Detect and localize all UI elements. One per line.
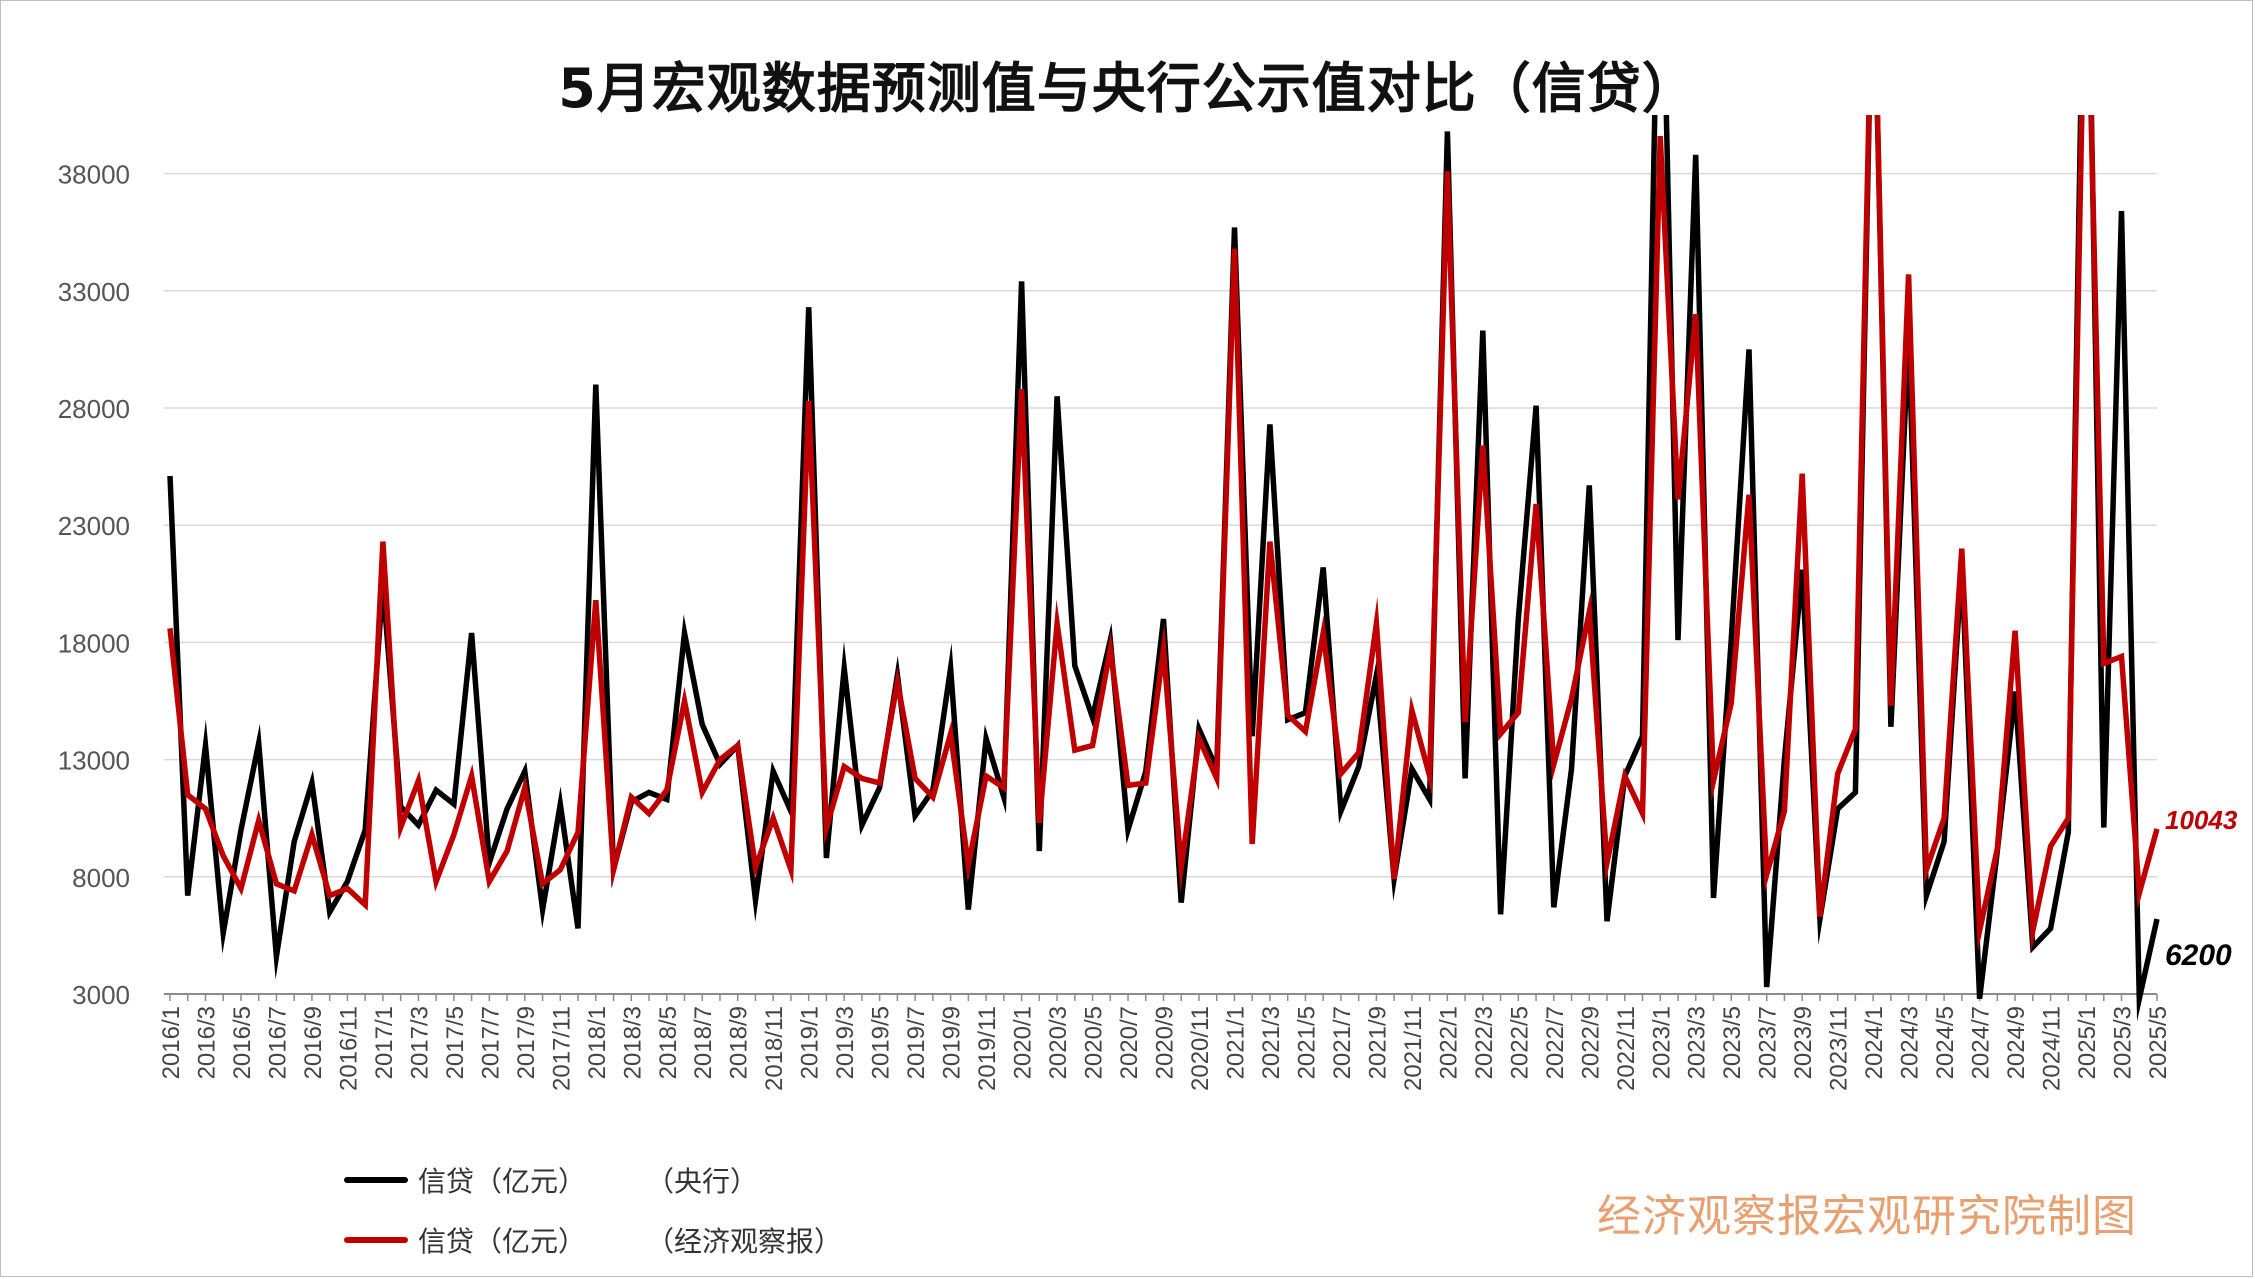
x-tick-label: 2021/5 — [1293, 1006, 1320, 1079]
x-tick-label: 2018/7 — [690, 1006, 717, 1079]
x-tick-label: 2021/1 — [1222, 1006, 1249, 1079]
end-label-eeo: 10043 — [2165, 805, 2238, 835]
x-tick-label: 2020/3 — [1045, 1006, 1072, 1079]
x-tick-label: 2025/3 — [2110, 1006, 2137, 1079]
x-tick-label: 2022/7 — [1542, 1006, 1569, 1079]
x-tick-label: 2016/9 — [300, 1006, 327, 1079]
x-tick-label: 2022/11 — [1613, 1006, 1640, 1091]
x-tick-label: 2019/3 — [832, 1006, 859, 1079]
x-tick-label: 2024/1 — [1861, 1006, 1888, 1079]
x-tick-label: 2017/5 — [442, 1006, 469, 1079]
x-tick-label: 2022/3 — [1471, 1006, 1498, 1079]
x-tick-label: 2021/11 — [1400, 1006, 1427, 1091]
x-tick-label: 2023/1 — [1648, 1006, 1675, 1079]
x-tick-label: 2025/5 — [2145, 1006, 2172, 1079]
x-tick-label: 2024/11 — [2039, 1006, 2066, 1091]
legend-source: （经济观察报） — [646, 1225, 843, 1258]
x-tick-label: 2024/5 — [1932, 1006, 1959, 1079]
x-tick-label: 2018/3 — [619, 1006, 646, 1079]
end-label-central-bank: 6200 — [2165, 939, 2232, 972]
x-tick-label: 2021/3 — [1258, 1006, 1285, 1079]
x-tick-label: 2018/1 — [584, 1006, 611, 1079]
x-tick-label: 2023/3 — [1684, 1006, 1711, 1079]
x-tick-label: 2023/9 — [1790, 1006, 1817, 1079]
x-tick-label: 2019/1 — [797, 1006, 824, 1079]
x-tick-label: 2023/7 — [1755, 1006, 1782, 1079]
x-tick-label: 2018/11 — [761, 1006, 788, 1091]
x-tick-label: 2016/5 — [229, 1006, 256, 1079]
x-tick-label: 2023/11 — [1826, 1006, 1853, 1091]
x-tick-label: 2016/7 — [264, 1006, 291, 1079]
x-tick-label: 2017/9 — [513, 1006, 540, 1079]
x-tick-label: 2019/11 — [974, 1006, 1001, 1091]
legend-source: （央行） — [646, 1165, 759, 1198]
x-tick-label: 2022/1 — [1435, 1006, 1462, 1079]
y-tick-label: 38000 — [58, 160, 130, 190]
y-axis: 3000 8000 13000 18000 23000 28000 33000 38000 — [58, 160, 130, 1010]
x-tick-label: 2018/5 — [655, 1006, 682, 1079]
x-tick-label: 2023/5 — [1719, 1006, 1746, 1079]
x-tick-label: 2017/11 — [548, 1006, 575, 1091]
x-tick-label: 2022/5 — [1506, 1006, 1533, 1079]
x-tick-label: 2016/1 — [158, 1006, 185, 1079]
x-tick-label: 2017/7 — [477, 1006, 504, 1079]
x-tick-label: 2024/7 — [1968, 1006, 1995, 1079]
x-tick-label: 2024/9 — [2003, 1006, 2030, 1079]
y-tick-label: 3000 — [72, 980, 130, 1010]
x-tick-label: 2020/5 — [1081, 1006, 1108, 1079]
x-tick-labels: 2016/1 2016/3 2016/5 2016/7 2016/9 2016/11 201… — [158, 1006, 2172, 1091]
x-tick-label: 2024/3 — [1897, 1006, 1924, 1079]
chart-title: 5月宏观数据预测值与央行公示值对比（信贷） — [558, 57, 1697, 120]
x-tick-label: 2025/1 — [2074, 1006, 2101, 1079]
legend-item-eeo: 信贷（亿元） （经济观察报） — [344, 1220, 842, 1260]
y-tick-label: 23000 — [58, 511, 130, 541]
x-tick-label: 2016/11 — [335, 1006, 362, 1091]
x-tick-label: 2021/7 — [1329, 1006, 1356, 1079]
x-tick-label: 2020/11 — [1187, 1006, 1214, 1091]
x-tick-label: 2022/9 — [1577, 1006, 1604, 1079]
x-tick-label: 2017/1 — [371, 1006, 398, 1079]
x-tick-label: 2020/9 — [1152, 1006, 1179, 1079]
x-tick-label: 2019/9 — [939, 1006, 966, 1079]
series-line-eeo — [167, 115, 2160, 952]
series-lines — [167, 115, 2160, 1022]
x-tick-label: 2020/1 — [1010, 1006, 1037, 1079]
end-labels: 6200 10043 — [2165, 805, 2238, 972]
x-tick-label: 2017/3 — [406, 1006, 433, 1079]
x-tick-label: 2019/5 — [868, 1006, 895, 1079]
x-tick-label: 2016/3 — [193, 1006, 220, 1079]
y-tick-label: 18000 — [58, 628, 130, 658]
legend-swatch-red — [344, 1237, 408, 1243]
legend-label: 信贷（亿元） — [418, 1225, 587, 1258]
legend-swatch-black — [344, 1177, 408, 1183]
y-tick-label: 33000 — [58, 277, 130, 307]
y-tick-label: 8000 — [72, 863, 130, 893]
y-tick-label: 13000 — [58, 746, 130, 776]
legend-item-central-bank: 信贷（亿元） （央行） — [344, 1160, 758, 1200]
x-axis — [164, 993, 2158, 1001]
legend-label: 信贷（亿元） — [418, 1165, 587, 1198]
x-tick-label: 2021/9 — [1364, 1006, 1391, 1079]
credit-text: 经济观察报宏观研究院制图 — [1597, 1191, 2137, 1242]
y-tick-label: 28000 — [58, 394, 130, 424]
x-tick-label: 2019/7 — [903, 1006, 930, 1079]
x-tick-label: 2018/9 — [726, 1006, 753, 1079]
x-tick-label: 2020/7 — [1116, 1006, 1143, 1079]
